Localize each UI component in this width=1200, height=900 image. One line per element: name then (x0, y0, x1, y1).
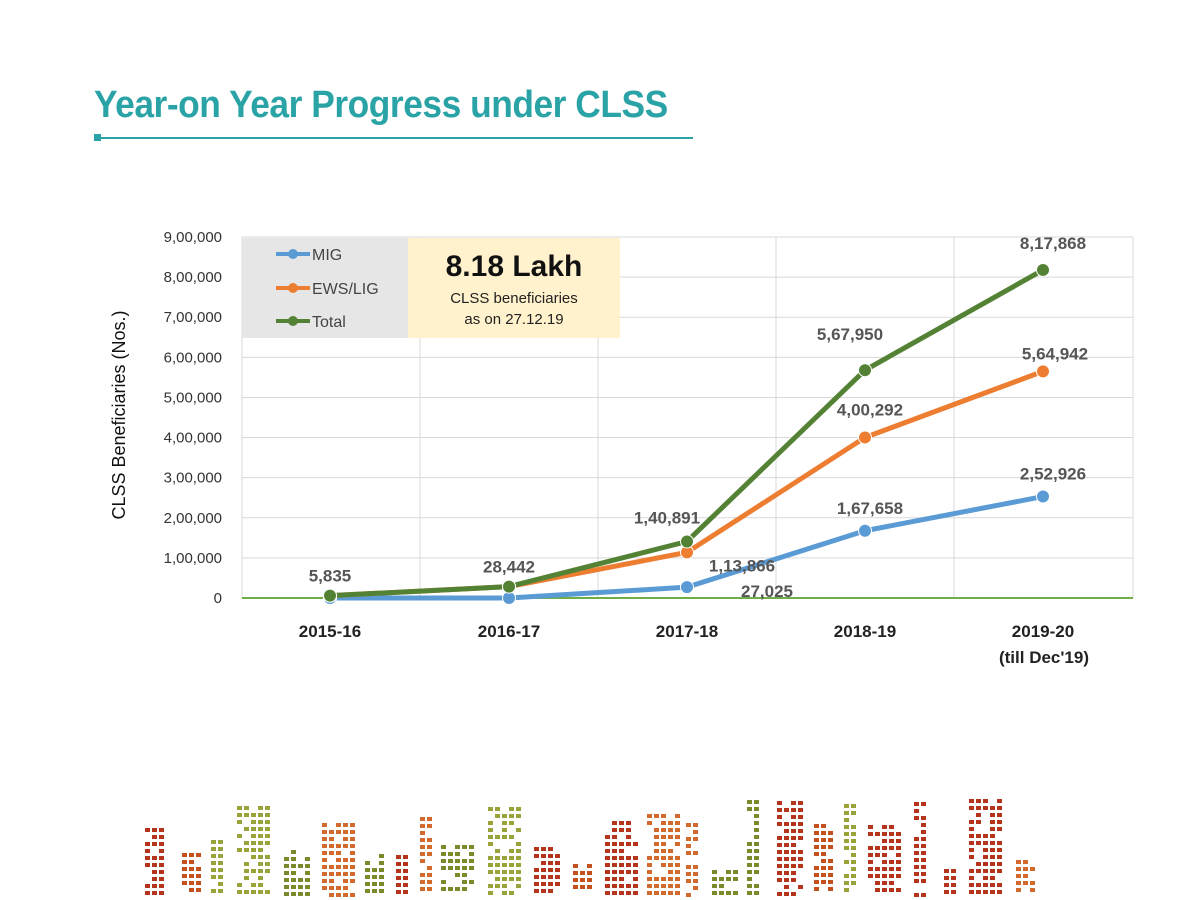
x-tick-sublabel: (till Dec'19) (999, 648, 1089, 667)
skyline-building (605, 821, 638, 895)
chart-data-labels: 27,025 1,67,658 2,52,926 1,13,866 4,00,292 5,… (309, 234, 1088, 601)
skyline-building (182, 853, 201, 892)
data-point-mig (1036, 489, 1050, 504)
title-underline-cap (94, 134, 101, 141)
highlight-box (408, 238, 620, 338)
data-label-mig: 1,67,658 (837, 499, 903, 518)
x-tick-label: 2017-18 (656, 622, 718, 641)
y-tick-label: 9,00,000 (164, 229, 222, 246)
legend-label-ews: EWS/LIG (312, 281, 379, 298)
skyline-building (944, 869, 956, 894)
chart-series (323, 262, 1050, 605)
data-point-total (680, 534, 694, 549)
skyline-building (573, 864, 592, 889)
data-label-total: 28,442 (483, 558, 535, 577)
skyline-building (534, 847, 560, 893)
y-tick-label: 8,00,000 (164, 269, 222, 286)
data-label-total: 8,17,868 (1020, 234, 1086, 253)
skyline-building (969, 799, 1002, 894)
skyline-building (284, 850, 310, 896)
highlight-line1: CLSS beneficiaries (450, 290, 578, 307)
skyline-building (441, 845, 474, 891)
data-point-total (858, 363, 872, 378)
data-point-ews (1036, 364, 1050, 379)
legend-marker-total (288, 316, 298, 326)
y-tick-label: 1,00,000 (164, 550, 222, 567)
data-point-total (502, 579, 516, 594)
skyline-building (914, 802, 926, 897)
legend-label-total: Total (312, 314, 346, 331)
legend: MIG EWS/LIG Total 8.18 Lakh CLSS beneficiari… (242, 238, 620, 338)
y-tick-label: 3,00,000 (164, 470, 222, 487)
skyline-building (145, 828, 164, 895)
legend-marker-mig (288, 249, 298, 259)
data-point-mig (680, 580, 694, 595)
chart-axes: 0 1,00,000 2,00,000 3,00,000 4,00,000 5,00,00… (109, 229, 1133, 667)
skyline-building (777, 801, 803, 896)
skyline-building (686, 823, 698, 897)
legend-background (242, 238, 408, 338)
y-tick-label: 0 (214, 590, 222, 607)
skyline-building (322, 823, 355, 897)
data-point-total (323, 588, 337, 603)
skyline-building (844, 804, 856, 892)
x-tick-label: 2019-20 (1012, 622, 1074, 641)
skyline-building (1016, 860, 1035, 892)
y-tick-label: 2,00,000 (164, 510, 222, 527)
skyline-building (868, 825, 901, 892)
highlight-value: 8.18 Lakh (446, 250, 583, 283)
data-label-mig: 27,025 (741, 582, 793, 601)
skyline-building (365, 854, 384, 893)
data-point-total (1036, 262, 1050, 277)
skyline-building (814, 824, 833, 891)
title-underline (96, 137, 693, 139)
skyline-building (396, 855, 408, 894)
data-label-total: 5,67,950 (817, 325, 883, 344)
legend-label-mig: MIG (312, 247, 342, 264)
x-tick-label: 2018-19 (834, 622, 896, 641)
data-label-mig: 2,52,926 (1020, 465, 1086, 484)
skyline-building (647, 814, 680, 895)
skyline-building (211, 840, 223, 893)
data-label-ews: 5,64,942 (1022, 344, 1088, 363)
data-label-total: 5,835 (309, 567, 352, 586)
data-point-mig (858, 523, 872, 538)
data-point-ews (858, 430, 872, 445)
highlight-line2: as on 27.12.19 (464, 311, 563, 328)
skyline-building (420, 817, 432, 891)
skyline-building (488, 807, 521, 895)
page-title: Year-on Year Progress under CLSS (94, 84, 668, 126)
x-tick-label: 2016-17 (478, 622, 540, 641)
legend-marker-ews (288, 283, 298, 293)
skyline-building (747, 800, 759, 895)
data-label-ews: 1,13,866 (709, 556, 775, 575)
y-tick-label: 7,00,000 (164, 309, 222, 326)
x-tick-label: 2015-16 (299, 622, 361, 641)
y-tick-label: 5,00,000 (164, 389, 222, 406)
y-tick-label: 4,00,000 (164, 430, 222, 447)
data-label-ews: 4,00,292 (837, 400, 903, 419)
y-tick-label: 6,00,000 (164, 349, 222, 366)
y-axis-title: CLSS Beneficiaries (Nos.) (109, 310, 129, 519)
data-label-total: 1,40,891 (634, 508, 700, 527)
skyline-building (712, 870, 738, 895)
skyline-building (237, 806, 270, 894)
